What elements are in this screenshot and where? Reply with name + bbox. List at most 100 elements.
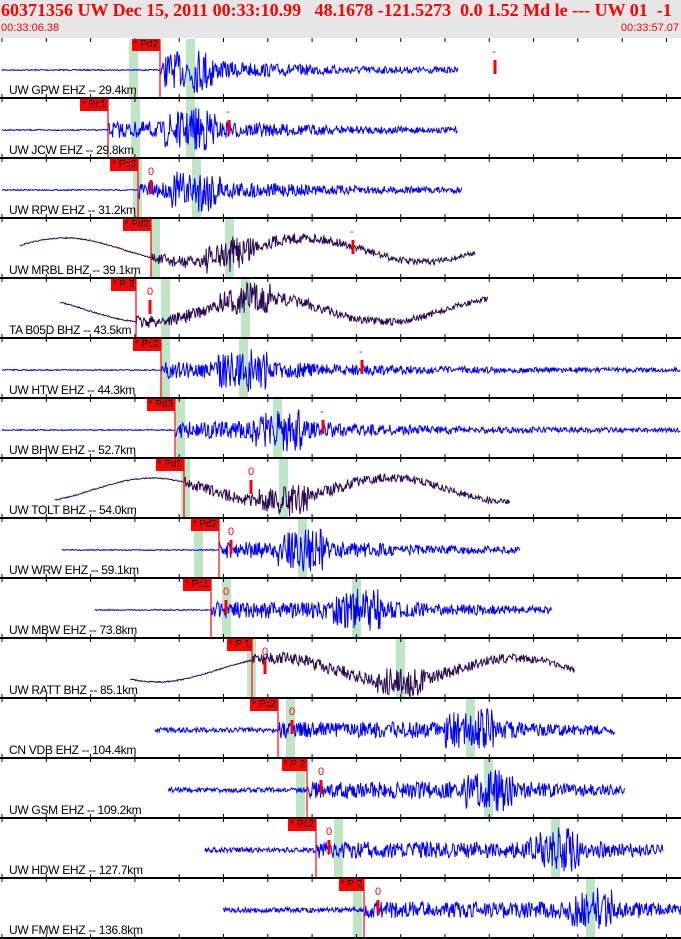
amplitude-marker-label: 0 [147,286,154,298]
pick-label[interactable]: * Pc2 [288,819,316,831]
window-band [353,879,362,938]
pick-label[interactable]: * Pd2 [190,519,219,531]
window-band [298,519,307,578]
pick-label[interactable]: * Pd3 [146,399,175,411]
waveform [222,887,681,929]
trace-row[interactable]: UW RATT BHZ -- 85.1km * P 1 0 [0,638,681,699]
amplitude-marker [149,180,153,194]
station-label: TA B05D BHZ -- 43.5km [9,323,132,337]
amplitude-marker-label: 0 [318,766,325,778]
amplitude-marker-label: 0 [375,886,382,898]
window-band [181,459,190,518]
window-band [151,219,160,278]
station-label: UW FMW EHZ -- 136.8km [9,923,143,937]
trace-row[interactable]: UW GPW EHZ -- 29.4km * Pd2 - [0,38,681,99]
station-label: UW GPW EHZ -- 29.4km [9,83,137,97]
waveform [1,409,681,452]
pick-label[interactable]: * Pc1 [80,99,108,111]
station-label: UW TOLT BHZ -- 54.0km [9,503,137,517]
trace-row[interactable]: UW FMW EHZ -- 136.8km * P 2 0 [0,878,681,939]
amplitude-marker [229,540,233,554]
waveform [154,708,616,749]
station-label: UW MRBL BHZ -- 39.1km [9,263,141,277]
station-label: UW HTW EHZ -- 44.3km [9,383,135,397]
station-label: UW HDW EHZ -- 127.7km [9,863,143,877]
pick-label[interactable]: * Pc2 [250,699,278,711]
header: 60371356 UW Dec 15, 2011 00:33:10.99 48.… [0,0,681,38]
amplitude-marker-label: - [226,106,230,118]
amplitude-marker [249,480,253,494]
pick-label[interactable]: * P 3 [110,279,136,291]
window-band [194,519,203,578]
window-band [192,159,201,218]
window-band [129,39,138,98]
trace-row[interactable]: UW WRW EHZ -- 59.1km * Pd2 0 [0,518,681,579]
amplitude-marker-label: 0 [223,586,230,598]
pick-label[interactable]: * P 2 [281,759,307,771]
station-label: UW RPW EHZ -- 31.2km [9,203,136,217]
station-label: UW RATT BHZ -- 85.1km [9,683,138,697]
waveform [54,473,511,517]
end-time: 00:33:57.07 [620,22,679,34]
trace-row[interactable]: UW HDW EHZ -- 127.7km * Pc2 0 [0,818,681,879]
pick-label[interactable]: * P 1 [226,639,252,651]
station-label: UW WRW EHZ -- 59.1km [9,563,139,577]
trace-row[interactable]: UW BHW EHZ -- 52.7km * Pd3 - [0,398,681,459]
pick-label[interactable]: * P 2 [338,879,364,891]
pick-label[interactable]: * Pc3 [110,159,138,171]
amplitude-marker [493,60,497,74]
trace-row[interactable]: UW MBW EHZ -- 73.8km * Pc1 0 [0,578,681,639]
pick-label[interactable]: * Pc1 [183,579,211,591]
amplitude-marker-label: - [350,226,354,238]
amplitude-marker [319,780,323,794]
trace-row[interactable]: TA B05D BHZ -- 43.5km * P 3 0 [0,278,681,339]
waveform [61,528,521,572]
amplitude-marker [376,900,380,914]
amplitude-marker [290,720,294,734]
amplitude-marker-label: - [320,406,324,418]
window-band [161,279,170,338]
trace-row[interactable]: UW MRBL BHZ -- 39.1km * Pd2 - [0,218,681,279]
waveform [59,281,489,329]
window-band [225,219,234,278]
amplitude-marker-label: 0 [228,526,235,538]
amplitude-marker-label: 0 [248,466,255,478]
amplitude-marker [327,840,331,854]
event-title: 60371356 UW Dec 15, 2011 00:33:10.99 48.… [1,0,672,20]
pick-label[interactable]: * Pd2 [131,39,160,51]
start-time: 00:33:06.38 [1,22,60,34]
station-label: CN VDB EHZ -- 104.4km [9,743,137,757]
trace-row[interactable]: UW JCW EHZ -- 29.8km * Pc1 - [0,98,681,159]
amplitude-marker [351,240,355,254]
waveform [1,171,463,212]
amplitude-marker [263,660,267,674]
window-band [186,39,195,98]
trace-row[interactable]: UW RPW EHZ -- 31.2km * Pc3 0 [0,158,681,219]
pick-label[interactable]: * Pd1 [155,459,184,471]
window-band [551,819,560,878]
station-label: UW JCW EHZ -- 29.8km [9,143,134,157]
amplitude-marker-label: - [492,46,496,58]
amplitude-marker-label: 0 [148,166,155,178]
station-label: UW GSM EHZ -- 109.2km [9,803,142,817]
trace-row[interactable]: UW HTW EHZ -- 44.3km * Pc2 - [0,338,681,399]
waveform [1,349,681,392]
amplitude-marker [227,120,231,134]
trace-row[interactable]: CN VDB EHZ -- 104.4km * Pc2 0 [0,698,681,759]
waveform [94,588,552,631]
window-band [241,279,250,338]
amplitude-marker-label: - [359,346,363,358]
station-label: UW MBW EHZ -- 73.8km [9,623,137,637]
window-band [334,819,343,878]
pick-label[interactable]: * Pd2 [122,219,151,231]
amplitude-marker [360,360,364,374]
trace-row[interactable]: UW GSM EHZ -- 109.2km * P 2 0 [0,758,681,819]
amplitude-marker [148,300,152,314]
amplitude-marker [321,420,325,434]
window-band [396,639,405,698]
amplitude-marker-label: 0 [326,826,333,838]
pick-label[interactable]: * Pc2 [133,339,161,351]
trace-row[interactable]: UW TOLT BHZ -- 54.0km * Pd1 0 [0,458,681,519]
waveform [1,50,459,94]
window-band [161,339,170,398]
